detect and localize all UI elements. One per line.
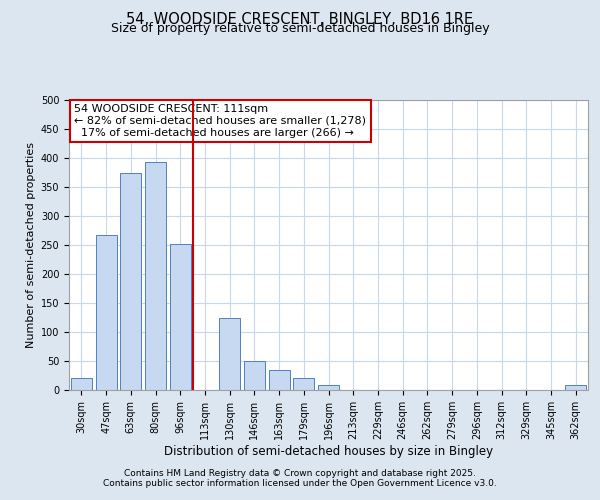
Text: 54, WOODSIDE CRESCENT, BINGLEY, BD16 1RE: 54, WOODSIDE CRESCENT, BINGLEY, BD16 1RE: [127, 12, 473, 28]
Bar: [170, 244, 191, 390]
Text: 54 WOODSIDE CRESCENT: 111sqm
← 82% of semi-detached houses are smaller (1,278)
 : 54 WOODSIDE CRESCENT: 111sqm ← 82% of se…: [74, 104, 366, 138]
X-axis label: Distribution of semi-detached houses by size in Bingley: Distribution of semi-detached houses by …: [164, 444, 493, 458]
Bar: [145, 162, 166, 390]
Text: Size of property relative to semi-detached houses in Bingley: Size of property relative to semi-detach…: [110, 22, 490, 35]
Bar: [269, 370, 290, 390]
Bar: [71, 378, 92, 390]
Text: Contains HM Land Registry data © Crown copyright and database right 2025.: Contains HM Land Registry data © Crown c…: [124, 468, 476, 477]
Y-axis label: Number of semi-detached properties: Number of semi-detached properties: [26, 142, 37, 348]
Bar: [565, 386, 586, 390]
Text: Contains public sector information licensed under the Open Government Licence v3: Contains public sector information licen…: [103, 478, 497, 488]
Bar: [219, 318, 240, 390]
Bar: [120, 172, 141, 390]
Bar: [318, 386, 339, 390]
Bar: [95, 234, 116, 390]
Bar: [293, 378, 314, 390]
Bar: [244, 361, 265, 390]
